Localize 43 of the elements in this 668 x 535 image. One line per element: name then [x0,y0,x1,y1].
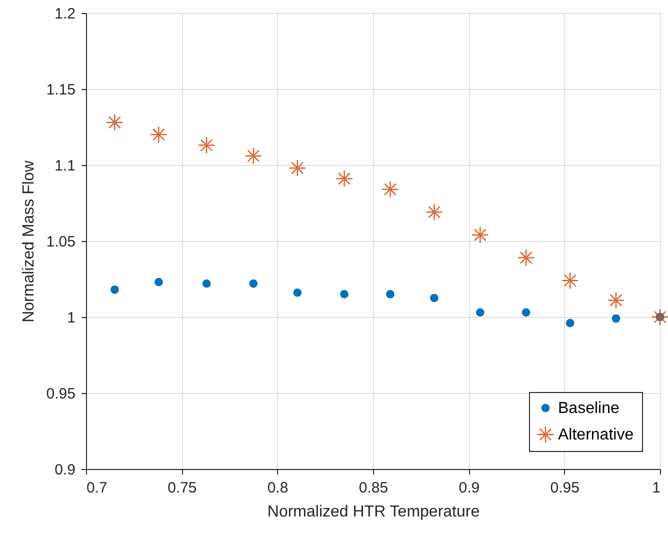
x-tick-label: 0.8 [267,480,288,496]
x-tick-label: 0.85 [358,480,388,496]
point [293,288,302,297]
x-tick-label: 0.75 [168,480,197,496]
point [652,308,668,326]
y-tick-label: 1.2 [54,6,76,22]
point [472,226,488,243]
point [522,308,530,317]
point [476,308,484,317]
legend-label: Alternative [558,426,634,444]
point [612,314,620,323]
point [386,290,394,298]
y-tick-label: 1 [67,310,76,326]
x-tick-label: 0.7 [86,480,108,496]
point [202,279,211,288]
point [150,126,167,143]
point [566,318,574,328]
x-tick-label: 0.9 [458,480,480,496]
point [426,204,442,220]
point [245,148,262,164]
y-tick-label: 0.95 [46,386,76,402]
point [154,278,163,286]
point [562,272,578,289]
point [106,114,123,130]
x-tick-label: 0.95 [550,480,580,496]
point [382,181,398,198]
point [336,170,352,187]
y-axis-title: Normalized Mass Flow [20,160,38,322]
point [249,279,258,288]
y-tick-label: 1.1 [54,158,76,174]
y-tick-label: 0.9 [54,462,76,478]
point [518,250,534,266]
point [198,137,215,154]
x-tick-label: 1 [652,480,660,496]
point [110,285,119,294]
point [340,290,348,298]
y-tick-label: 1.05 [46,234,76,250]
point [430,294,438,302]
x-axis-title: Normalized HTR Temperature [267,504,480,520]
point [289,160,306,176]
legend-label: Baseline [558,400,620,417]
y-tick-label: 1.15 [46,82,76,98]
point [608,292,624,308]
